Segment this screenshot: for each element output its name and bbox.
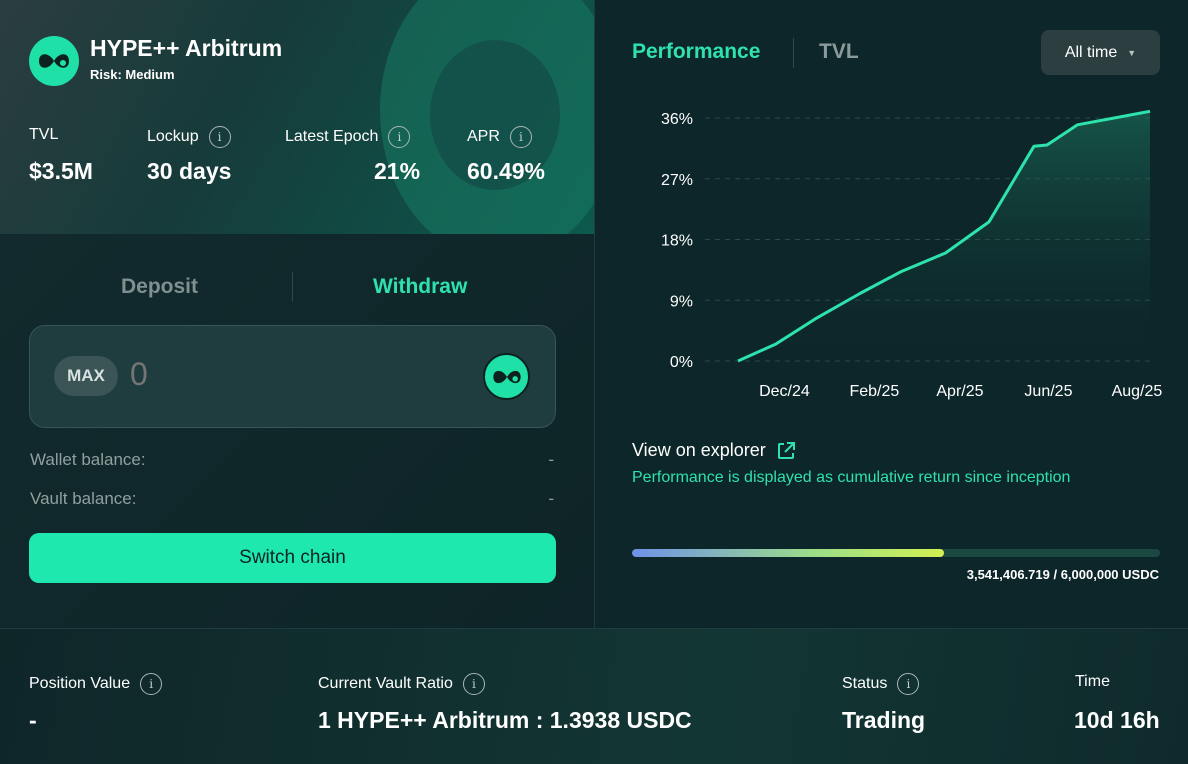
info-icon[interactable]: i [140, 673, 163, 695]
chevron-down-icon: ▼ [1127, 47, 1137, 58]
wallet-balance-label: Wallet balance: [30, 450, 146, 469]
stat-epoch-label: Latest Epoch i [285, 126, 411, 148]
vault-balance-label: Vault balance: [30, 489, 137, 508]
tab-withdraw[interactable]: Withdraw [373, 275, 468, 298]
position-summary: Position Value i - Current Vault Ratio i 1… [0, 628, 1188, 764]
stat-label: APR [467, 128, 500, 145]
label-text: Status [842, 675, 888, 692]
y-tick-label: 0% [670, 354, 693, 371]
x-tick-label: Dec/24 [759, 383, 810, 400]
decorative-logo-shape-inner [430, 40, 560, 190]
info-icon[interactable]: i [208, 126, 231, 148]
stat-apr-label: APR i [467, 126, 532, 148]
info-icon[interactable]: i [462, 673, 485, 695]
vault-risk: Risk: Medium [90, 67, 175, 82]
stat-epoch-value: 21% [374, 158, 421, 184]
y-tick-label: 18% [661, 233, 693, 250]
stat-tvl-label: TVL [29, 126, 58, 144]
switch-chain-button[interactable]: Switch chain [29, 533, 556, 583]
time-range-select[interactable]: All time ▼ [1041, 30, 1160, 75]
vault-header-card: HYPE++ Arbitrum Risk: Medium TVL $3.5M L… [0, 0, 594, 234]
vault-balance-value: - [548, 489, 554, 508]
vault-capacity-fill [632, 549, 944, 557]
info-icon[interactable]: i [897, 673, 920, 695]
wallet-balance-value: - [548, 450, 554, 469]
x-tick-label: Jun/25 [1024, 383, 1072, 400]
status-label: Status i [842, 673, 920, 695]
stat-lockup-value: 30 days [147, 158, 232, 184]
tab-deposit[interactable]: Deposit [121, 275, 199, 298]
amount-input-box: MAX [29, 325, 556, 428]
label-text: Position Value [29, 675, 131, 692]
performance-panel: Performance TVL All time ▼ 0% 9% 18% 27% 36%… [594, 0, 1188, 628]
view-on-explorer-link[interactable]: View on explorer [632, 440, 796, 461]
stat-tvl-value: $3.5M [29, 158, 93, 184]
vault-capacity-text: 3,541,406.719 / 6,000,000 USDC [966, 567, 1159, 582]
vault-capacity-bar [632, 549, 1160, 557]
time-range-value: All time [1064, 43, 1118, 61]
y-tick-label: 36% [661, 111, 693, 128]
amount-input[interactable] [130, 356, 430, 393]
time-label: Time [1075, 673, 1110, 691]
position-value-label: Position Value i [29, 673, 163, 695]
vault-ratio-label: Current Vault Ratio i [318, 673, 485, 695]
performance-chart: 0% 9% 18% 27% 36% Dec/24 Feb/25 Apr/25 Jun/25 Aug… [661, 109, 1163, 400]
vault-title: HYPE++ Arbitrum [90, 35, 283, 61]
performance-note: Performance is displayed as cumulative r… [632, 469, 1071, 486]
chart-tab-divider [793, 38, 794, 68]
info-icon[interactable]: i [388, 126, 411, 148]
info-icon[interactable]: i [509, 126, 532, 148]
stat-label: Latest Epoch [285, 128, 379, 145]
vault-ratio-value: 1 HYPE++ Arbitrum : 1.3938 USDC [318, 707, 692, 733]
x-tick-label: Aug/25 [1112, 383, 1163, 400]
token-icon [483, 353, 530, 400]
stat-label: TVL [29, 126, 59, 143]
y-tick-label: 9% [670, 293, 693, 310]
performance-area [738, 111, 1150, 361]
time-value: 10d 16h [1074, 707, 1160, 733]
label-text: Time [1075, 673, 1110, 690]
tab-divider [292, 272, 293, 302]
stat-apr-value: 60.49% [467, 158, 546, 184]
x-tick-label: Feb/25 [849, 383, 899, 400]
stat-lockup-label: Lockup i [147, 126, 231, 148]
status-value: Trading [842, 707, 926, 733]
max-button[interactable]: MAX [54, 356, 118, 396]
tab-performance[interactable]: Performance [632, 40, 761, 63]
tab-tvl[interactable]: TVL [819, 40, 859, 63]
external-link-icon [777, 441, 795, 459]
stat-label: Lockup [147, 128, 199, 145]
y-tick-label: 27% [661, 172, 693, 189]
vault-logo-icon [29, 36, 79, 86]
explorer-link-label: View on explorer [632, 440, 766, 460]
x-tick-label: Apr/25 [936, 383, 983, 400]
label-text: Current Vault Ratio [318, 675, 453, 692]
position-value: - [29, 707, 37, 733]
